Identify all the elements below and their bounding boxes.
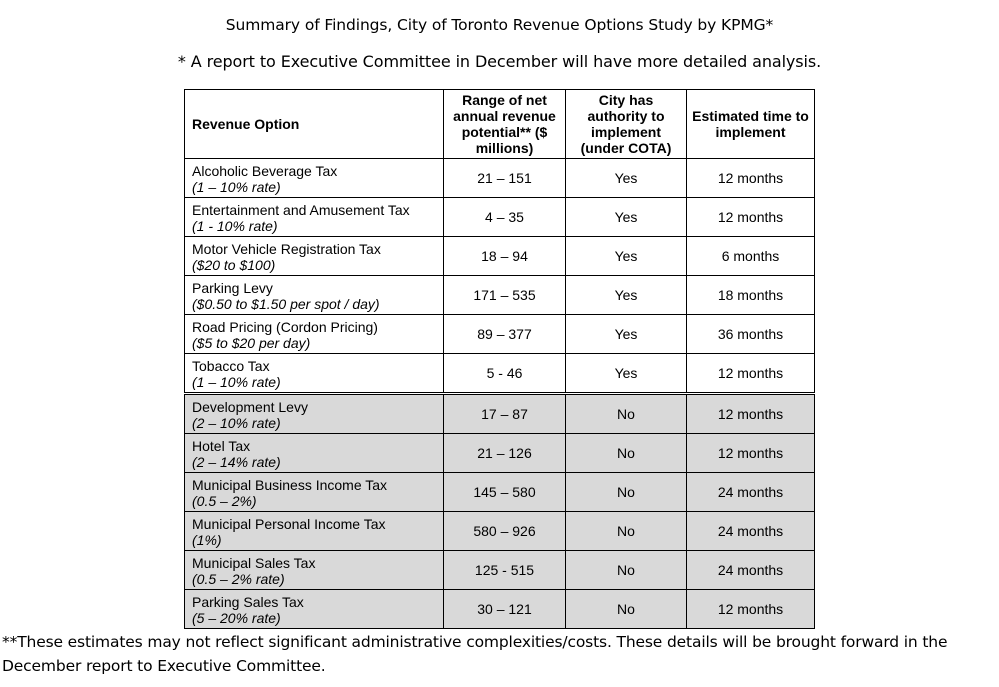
revenue-range-cell: 125 - 515 (443, 550, 566, 590)
revenue-option-detail: (5 – 20% rate) (192, 609, 281, 626)
table-row: Development Levy (2 – 10% rate) 17 – 87 No 1… (184, 392, 815, 434)
table-row: Tobacco Tax (1 – 10% rate) 5 - 46 Yes 12 mon… (184, 353, 815, 394)
header-city-authority: City has authority to implement (under C… (565, 89, 687, 159)
revenue-option-name: Parking Sales Tax (192, 593, 304, 610)
city-authority-cell: Yes (565, 236, 687, 276)
city-authority-cell: Yes (565, 275, 687, 315)
revenue-range-cell: 89 – 377 (443, 314, 566, 354)
revenue-option-detail: (1 - 10% rate) (192, 217, 278, 234)
time-to-implement-cell: 12 months (686, 433, 815, 473)
revenue-option-name: Hotel Tax (192, 437, 251, 454)
document-title: Summary of Findings, City of Toronto Rev… (225, 16, 774, 34)
table-body: Alcoholic Beverage Tax (1 – 10% rate) 21 –… (184, 158, 815, 629)
city-authority-cell: No (565, 433, 687, 473)
revenue-option-name: Motor Vehicle Registration Tax (192, 240, 381, 257)
revenue-option-detail: (0.5 – 2%) (192, 492, 257, 509)
city-authority-cell: No (565, 550, 687, 590)
time-to-implement-cell: 12 months (686, 197, 815, 237)
revenue-range-cell: 145 – 580 (443, 472, 566, 512)
revenue-option-detail: (2 – 14% rate) (192, 453, 281, 470)
time-to-implement-cell: 36 months (686, 314, 815, 354)
revenue-range-cell: 4 – 35 (443, 197, 566, 237)
table-row: Motor Vehicle Registration Tax ($20 to $1… (184, 236, 815, 276)
revenue-range-cell: 580 – 926 (443, 511, 566, 551)
revenue-option-cell: Tobacco Tax (1 – 10% rate) (184, 353, 444, 394)
revenue-option-name: Development Levy (192, 398, 308, 415)
revenue-option-name: Entertainment and Amusement Tax (192, 201, 410, 218)
revenue-option-cell: Hotel Tax (2 – 14% rate) (184, 433, 444, 473)
revenue-option-cell: Development Levy (2 – 10% rate) (184, 392, 444, 434)
revenue-option-name: Municipal Business Income Tax (192, 476, 388, 493)
revenue-option-cell: Municipal Personal Income Tax (1%) (184, 511, 444, 551)
revenue-option-detail: ($0.50 to $1.50 per spot / day) (192, 295, 380, 312)
city-authority-cell: No (565, 472, 687, 512)
header-revenue-option: Revenue Option (184, 89, 444, 159)
table-row: Parking Levy ($0.50 to $1.50 per spot / d… (184, 275, 815, 315)
table-row: Entertainment and Amusement Tax (1 - 10% … (184, 197, 815, 237)
time-to-implement-cell: 18 months (686, 275, 815, 315)
city-authority-cell: Yes (565, 353, 687, 394)
table-row: Parking Sales Tax (5 – 20% rate) 30 – 121 N… (184, 589, 815, 629)
time-to-implement-cell: 24 months (686, 550, 815, 590)
time-to-implement-cell: 6 months (686, 236, 815, 276)
revenue-range-cell: 171 – 535 (443, 275, 566, 315)
revenue-range-cell: 5 - 46 (443, 353, 566, 394)
revenue-range-cell: 21 – 151 (443, 158, 566, 198)
revenue-option-detail: (2 – 10% rate) (192, 414, 281, 431)
revenue-option-detail: ($5 to $20 per day) (192, 334, 311, 351)
revenue-option-cell: Motor Vehicle Registration Tax ($20 to $1… (184, 236, 444, 276)
revenue-option-name: Alcoholic Beverage Tax (192, 162, 338, 179)
revenue-option-cell: Parking Levy ($0.50 to $1.50 per spot / d… (184, 275, 444, 315)
city-authority-cell: No (565, 511, 687, 551)
revenue-option-detail: (0.5 – 2% rate) (192, 570, 285, 587)
header-revenue-range: Range of net annual revenue potential** … (443, 89, 566, 159)
time-to-implement-cell: 12 months (686, 158, 815, 198)
footnote: **These estimates may not reflect signif… (2, 633, 948, 675)
table-row: Municipal Personal Income Tax (1%) 580 – 9… (184, 511, 815, 551)
time-to-implement-cell: 12 months (686, 392, 815, 434)
revenue-option-detail: ($20 to $100) (192, 256, 276, 273)
revenue-option-detail: (1 – 10% rate) (192, 178, 281, 195)
city-authority-cell: Yes (565, 158, 687, 198)
city-authority-cell: Yes (565, 314, 687, 354)
revenue-range-cell: 21 – 126 (443, 433, 566, 473)
table-row: Hotel Tax (2 – 14% rate) 21 – 126 No 12 mont… (184, 433, 815, 473)
revenue-option-cell: Municipal Sales Tax (0.5 – 2% rate) (184, 550, 444, 590)
table-row: Alcoholic Beverage Tax (1 – 10% rate) 21 –… (184, 158, 815, 198)
time-to-implement-cell: 12 months (686, 589, 815, 629)
table-header-row: Revenue Option Range of net annual reven… (184, 89, 815, 159)
table-row: Municipal Sales Tax (0.5 – 2% rate) 125 - … (184, 550, 815, 590)
revenue-option-cell: Parking Sales Tax (5 – 20% rate) (184, 589, 444, 629)
revenue-option-detail: (1 – 10% rate) (192, 373, 281, 390)
revenue-option-name: Tobacco Tax (192, 357, 270, 374)
revenue-option-cell: Municipal Business Income Tax (0.5 – 2%) (184, 472, 444, 512)
table-row: Municipal Business Income Tax (0.5 – 2%) 1… (184, 472, 815, 512)
revenue-option-name: Parking Levy (192, 279, 273, 296)
time-to-implement-cell: 12 months (686, 353, 815, 394)
revenue-option-name: Municipal Sales Tax (192, 554, 316, 571)
revenue-option-cell: Entertainment and Amusement Tax (1 - 10% … (184, 197, 444, 237)
document-subtitle: * A report to Executive Committee in Dec… (177, 52, 822, 71)
city-authority-cell: No (565, 589, 687, 629)
revenue-option-cell: Alcoholic Beverage Tax (1 – 10% rate) (184, 158, 444, 198)
revenue-range-cell: 30 – 121 (443, 589, 566, 629)
findings-table: Revenue Option Range of net annual reven… (184, 89, 815, 629)
time-to-implement-cell: 24 months (686, 511, 815, 551)
revenue-range-cell: 17 – 87 (443, 392, 566, 434)
revenue-option-name: Road Pricing (Cordon Pricing) (192, 318, 378, 335)
revenue-option-cell: Road Pricing (Cordon Pricing) ($5 to $20 … (184, 314, 444, 354)
time-to-implement-cell: 24 months (686, 472, 815, 512)
revenue-option-detail: (1%) (192, 531, 222, 548)
city-authority-cell: Yes (565, 197, 687, 237)
table-row: Road Pricing (Cordon Pricing) ($5 to $20 … (184, 314, 815, 354)
header-time-to-implement: Estimated time to implement (686, 89, 815, 159)
revenue-option-name: Municipal Personal Income Tax (192, 515, 386, 532)
revenue-range-cell: 18 – 94 (443, 236, 566, 276)
city-authority-cell: No (565, 392, 687, 434)
